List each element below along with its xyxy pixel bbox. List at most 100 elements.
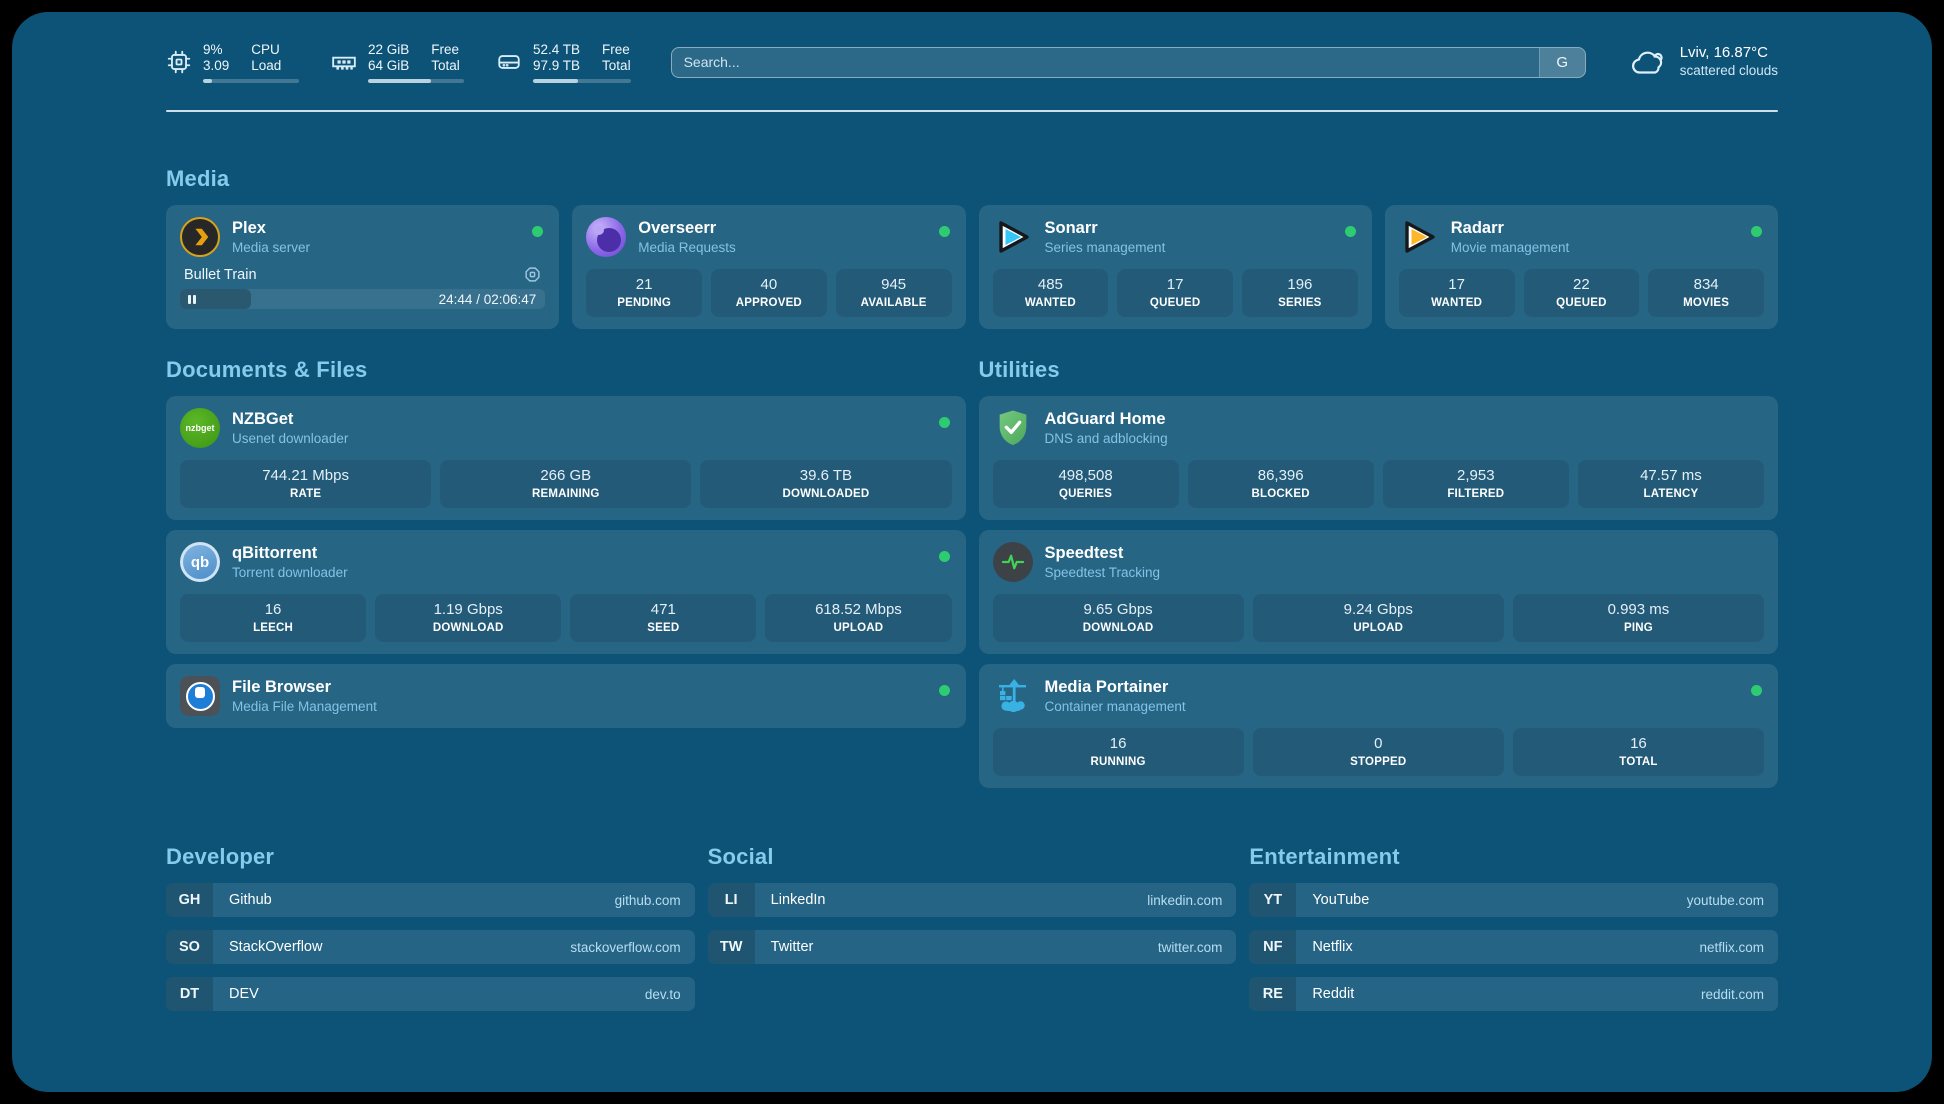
bookmark-name: Reddit (1312, 986, 1355, 1002)
card-qbittorrent[interactable]: qb qBittorrent Torrent downloader 16 LEE… (166, 530, 966, 654)
stat-block: 471 SEED (570, 594, 757, 642)
bookmark-name: Github (229, 892, 272, 908)
bookmark-domain: linkedin.com (1147, 892, 1223, 908)
disk-total-value: 97.9 TB (533, 57, 581, 73)
bookmark-domain: youtube.com (1686, 892, 1764, 908)
app-subtitle: DNS and adblocking (1044, 431, 1168, 446)
stat-block: 2,953 FILTERED (1382, 460, 1569, 508)
disk-progress-bar (533, 78, 631, 83)
app-name: Overseerr (638, 219, 717, 237)
card-radarr[interactable]: Radarr Movie management 17 WANTED 22 QUE… (1384, 205, 1778, 329)
bookmark-github[interactable]: GH Github github.com (166, 883, 695, 917)
stat-block: 17 QUEUED (1117, 269, 1233, 317)
memory-total-value: 64 GiB (368, 57, 410, 73)
stat-block: 266 GB REMAINING (440, 460, 692, 508)
app-name: File Browser (232, 678, 332, 696)
search-bar: G (670, 46, 1586, 78)
status-dot-online (938, 226, 950, 237)
memory-widget: 22 GiB 64 GiB Free Total (331, 42, 464, 83)
disk-free-value: 52.4 TB (533, 41, 581, 57)
playback-progress-bar: 24:44 / 02:06:47 (180, 289, 546, 309)
card-nzbget[interactable]: nzbget NZBGet Usenet downloader 744.21 M… (166, 396, 966, 520)
card-portainer[interactable]: Media Portainer Container management 16 … (978, 664, 1778, 788)
stat-block: 9.65 Gbps DOWNLOAD (992, 594, 1244, 642)
bookmark-abbr: DT (166, 977, 213, 1011)
resource-monitors: 9% 3.09 CPU Load (166, 42, 631, 83)
stat-block: 17 WANTED (1398, 269, 1515, 317)
stat-block: 498,508 QUERIES (992, 460, 1179, 508)
qbittorrent-icon: qb (180, 542, 220, 582)
memory-total-label: Total (431, 57, 460, 73)
bookmark-reddit[interactable]: RE Reddit reddit.com (1249, 977, 1778, 1011)
developer-section-title: Developer (166, 844, 275, 869)
bookmark-abbr: GH (166, 883, 213, 917)
bookmark-domain: netflix.com (1699, 939, 1764, 955)
stat-block: 0.993 ms PING (1512, 594, 1765, 642)
bookmark-netflix[interactable]: NF Netflix netflix.com (1249, 930, 1778, 964)
status-dot-online (938, 417, 950, 428)
bookmark-linkedin[interactable]: LI LinkedIn linkedin.com (707, 883, 1237, 917)
portainer-icon (993, 676, 1033, 716)
disk-widget: 52.4 TB 97.9 TB Free Total (496, 42, 631, 83)
bookmark-stackoverflow[interactable]: SO StackOverflow stackoverflow.com (166, 930, 695, 964)
bookmark-domain: twitter.com (1157, 939, 1223, 955)
status-dot-online (938, 685, 950, 696)
cpu-icon (167, 50, 191, 74)
stat-block: 1.19 Gbps DOWNLOAD (375, 594, 562, 642)
app-name: Speedtest (1044, 544, 1124, 562)
app-subtitle: Series management (1044, 240, 1166, 255)
dashboard-canvas: 9% 3.09 CPU Load (12, 12, 1932, 1092)
app-subtitle: Usenet downloader (232, 431, 349, 446)
memory-progress-bar (368, 78, 464, 83)
memory-free-value: 22 GiB (368, 41, 410, 57)
bookmark-dev[interactable]: DT DEV dev.to (166, 977, 695, 1011)
bookmark-name: Twitter (770, 939, 814, 955)
nzbget-icon: nzbget (180, 408, 220, 448)
search-provider-button[interactable]: G (1538, 47, 1585, 77)
bookmark-abbr: LI (707, 883, 755, 917)
bookmark-abbr: TW (707, 930, 755, 964)
card-speedtest[interactable]: Speedtest Speedtest Tracking 9.65 Gbps D… (978, 530, 1778, 654)
stat-block: 16 LEECH (180, 594, 367, 642)
playback-time: 24:44 / 02:06:47 (438, 291, 537, 307)
adguard-icon (993, 408, 1033, 448)
app-name: Media Portainer (1044, 678, 1169, 696)
now-playing-widget: Bullet Train 24:44 / 02:06:47 (180, 263, 546, 309)
app-name: qBittorrent (232, 544, 318, 562)
pause-icon (188, 294, 197, 304)
stat-block: 945 AVAILABLE (835, 269, 952, 317)
disk-free-label: Free (602, 41, 630, 57)
section-developer: Developer GH Github github.com SO StackO… (166, 844, 695, 1024)
filebrowser-icon (180, 676, 220, 716)
stat-block: 0 STOPPED (1252, 728, 1504, 776)
app-name: Radarr (1450, 219, 1504, 237)
plex-icon (180, 217, 220, 257)
card-plex[interactable]: Plex Media server Bullet Train (166, 205, 560, 329)
speedtest-icon (992, 542, 1033, 582)
bookmark-abbr: RE (1249, 977, 1297, 1011)
documents-section-title: Documents & Files (166, 357, 368, 382)
app-name: Plex (232, 219, 266, 237)
player-octagon-icon (525, 267, 540, 282)
stat-block: 9.24 Gbps UPLOAD (1252, 594, 1504, 642)
section-documents: Documents & Files nzbget NZBGet Usenet d… (166, 357, 966, 788)
app-name: AdGuard Home (1044, 410, 1166, 428)
media-section-title: Media (166, 166, 230, 191)
app-subtitle: Speedtest Tracking (1044, 565, 1161, 580)
stat-block: 39.6 TB DOWNLOADED (700, 460, 952, 508)
card-sonarr[interactable]: Sonarr Series management 485 WANTED 17 Q… (978, 205, 1372, 329)
bookmark-youtube[interactable]: YT YouTube youtube.com (1249, 883, 1778, 917)
bookmark-abbr: YT (1249, 883, 1297, 917)
now-playing-title: Bullet Train (184, 266, 257, 283)
stat-block: 16 RUNNING (992, 728, 1244, 776)
app-subtitle: Container management (1044, 699, 1186, 714)
bookmark-domain: stackoverflow.com (570, 939, 681, 955)
app-subtitle: Media server (232, 240, 311, 255)
social-section-title: Social (707, 844, 774, 869)
card-filebrowser[interactable]: File Browser Media File Management (166, 664, 966, 728)
bookmark-twitter[interactable]: TW Twitter twitter.com (707, 930, 1237, 964)
card-adguard[interactable]: AdGuard Home DNS and adblocking 498,508 … (978, 396, 1778, 520)
card-overseerr[interactable]: Overseerr Media Requests 21 PENDING 40 A… (572, 205, 966, 329)
search-input[interactable] (671, 47, 1539, 77)
stat-block: 485 WANTED (992, 269, 1109, 317)
